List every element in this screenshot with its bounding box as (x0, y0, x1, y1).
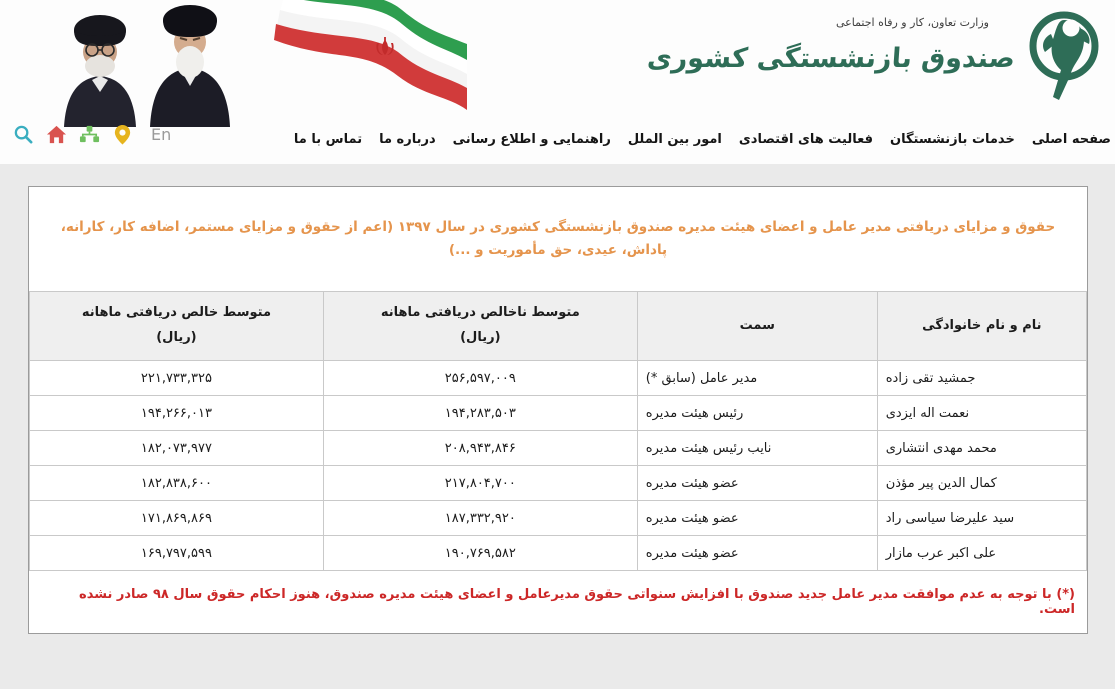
pension-fund-logo-icon (1029, 11, 1099, 100)
table-row: سید علیرضا سیاسی راد عضو هیئت مدیره ۱۸۷,… (29, 500, 1088, 536)
cell-name: محمد مهدی انتشاری (876, 430, 1088, 466)
cell-position: عضو هیئت مدیره (636, 465, 878, 501)
col-header-gross: متوسط ناخالص دریافتی ماهانه (ریال) (322, 291, 638, 361)
cell-position: رئیس هیئت مدیره (636, 395, 878, 431)
cell-net: ۱۸۲,۸۳۸,۶۰۰ (29, 465, 324, 501)
location-icon[interactable] (112, 124, 133, 145)
col-header-name: نام و نام خانوادگی (876, 291, 1088, 361)
cell-name: سید علیرضا سیاسی راد (876, 500, 1088, 536)
cell-net: ۱۷۱,۸۶۹,۸۶۹ (29, 500, 324, 536)
cell-position: مدیر عامل (سابق *) (636, 360, 878, 396)
cell-name: نعمت اله ایزدی (876, 395, 1088, 431)
nav-item[interactable]: درباره ما (379, 131, 436, 147)
cell-position: عضو هیئت مدیره (636, 500, 878, 536)
cell-gross: ۲۱۷,۸۰۴,۷۰۰ (322, 465, 638, 501)
panel-title: حقوق و مزایای دریافتی مدیر عامل و اعضای … (60, 219, 1056, 258)
nav-item[interactable]: راهنمایی و اطلاع رسانی (452, 131, 611, 147)
table-row: جمشید تقی زاده مدیر عامل (سابق *) ۲۵۶,۵۹… (29, 360, 1088, 396)
cell-name: جمشید تقی زاده (876, 360, 1088, 396)
salary-table: نام و نام خانوادگی سمت متوسط ناخالص دریا… (29, 291, 1088, 571)
footnote: (*) با توجه به عدم موافقت مدیر عامل جدید… (79, 587, 1075, 617)
table-header-row: نام و نام خانوادگی سمت متوسط ناخالص دریا… (29, 291, 1088, 361)
nav-item[interactable]: امور بین الملل (627, 131, 722, 147)
language-toggle-en[interactable]: En (151, 125, 172, 144)
cell-gross: ۱۹۴,۲۸۳,۵۰۳ (322, 395, 638, 431)
site-header: وزارت تعاون، کار و رفاه اجتماعی صندوق با… (0, 0, 1115, 164)
cell-gross: ۱۹۰,۷۶۹,۵۸۲ (322, 535, 638, 571)
cell-position: نایب رئیس هیئت مدیره (636, 430, 878, 466)
table-row: علی اکبر عرب مازار عضو هیئت مدیره ۱۹۰,۷۶… (29, 535, 1088, 571)
col-header-position: سمت (636, 291, 878, 361)
main-nav: صفحه اصلی خدمات بازنشستگان فعالیت های اق… (294, 118, 1111, 160)
cell-gross: ۲۰۸,۹۴۳,۸۴۶ (322, 430, 638, 466)
table-row: کمال الدین پیر مؤذن عضو هیئت مدیره ۲۱۷,۸… (29, 465, 1088, 501)
brand: وزارت تعاون، کار و رفاه اجتماعی صندوق با… (646, 6, 1107, 106)
cell-net: ۱۹۴,۲۶۶,۰۱۳ (29, 395, 324, 431)
iran-flag-ribbon (274, 0, 467, 110)
org-name-calligraphy: صندوق بازنشستگی کشوری (646, 43, 1017, 74)
nav-strip: En صفحه اصلی خدمات بازنشستگان فعالیت های… (0, 118, 1115, 160)
leaders-photo (64, 0, 467, 127)
cell-net: ۱۸۲,۰۷۳,۹۷۷ (29, 430, 324, 466)
leader-right (150, 5, 230, 127)
nav-item[interactable]: صفحه اصلی (1031, 131, 1111, 147)
table-row: محمد مهدی انتشاری نایب رئیس هیئت مدیره ۲… (29, 430, 1088, 466)
table-row: نعمت اله ایزدی رئیس هیئت مدیره ۱۹۴,۲۸۳,۵… (29, 395, 1088, 431)
salary-panel: حقوق و مزایای دریافتی مدیر عامل و اعضای … (28, 186, 1088, 634)
cell-position: عضو هیئت مدیره (636, 535, 878, 571)
iran-emblem (376, 37, 394, 55)
ministry-title: وزارت تعاون، کار و رفاه اجتماعی (835, 16, 989, 29)
cell-name: کمال الدین پیر مؤذن (876, 465, 1088, 501)
nav-item[interactable]: خدمات بازنشستگان (889, 131, 1015, 147)
col-header-net: متوسط خالص دریافتی ماهانه (ریال) (29, 291, 324, 361)
nav-item[interactable]: تماس با ما (293, 131, 363, 147)
cell-name: علی اکبر عرب مازار (876, 535, 1088, 571)
quick-icons: En (13, 124, 171, 145)
nav-item[interactable]: فعالیت های اقتصادی (738, 131, 873, 147)
cell-gross: ۱۸۷,۳۳۲,۹۲۰ (322, 500, 638, 536)
sitemap-icon[interactable] (79, 124, 100, 145)
cell-gross: ۲۵۶,۵۹۷,۰۰۹ (322, 360, 638, 396)
content-background: حقوق و مزایای دریافتی مدیر عامل و اعضای … (0, 164, 1115, 689)
search-icon[interactable] (13, 124, 34, 145)
leader-left (64, 15, 136, 127)
cell-net: ۲۲۱,۷۳۳,۳۲۵ (29, 360, 324, 396)
cell-net: ۱۶۹,۷۹۷,۵۹۹ (29, 535, 324, 571)
home-icon[interactable] (46, 124, 67, 145)
